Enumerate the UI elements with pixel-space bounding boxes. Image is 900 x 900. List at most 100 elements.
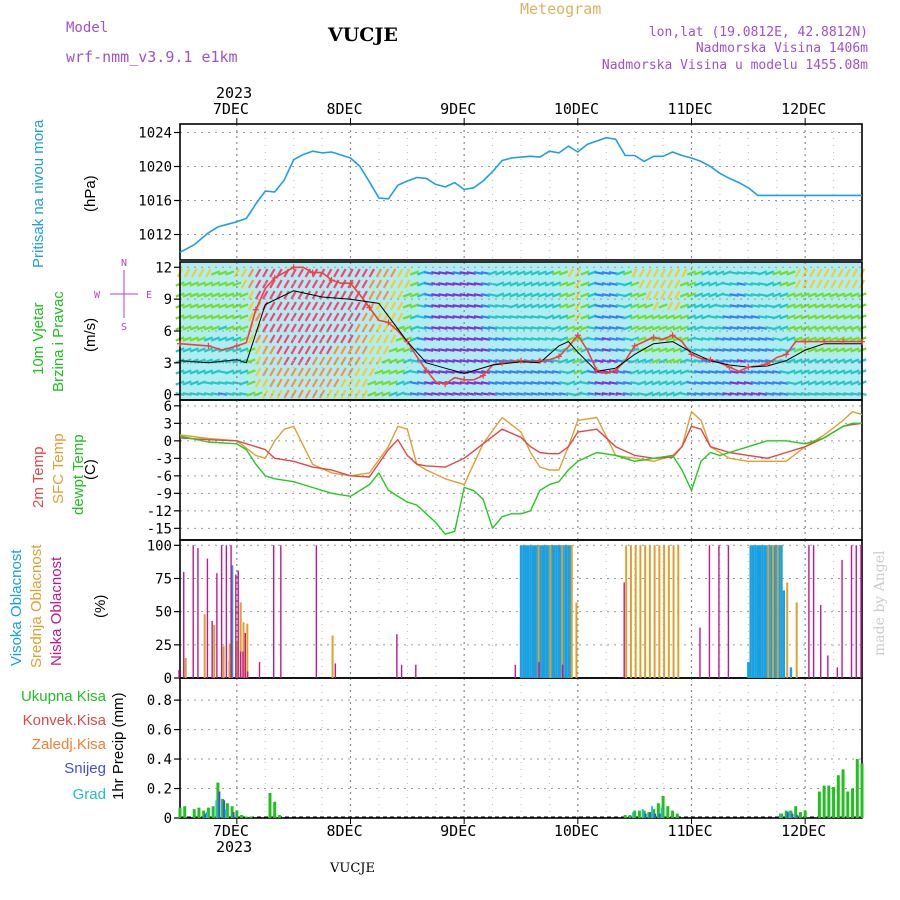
wind-barb: [793, 314, 803, 320]
wind-barb: [750, 293, 761, 297]
wind-barb: [416, 337, 427, 341]
wind-barb: [480, 304, 491, 308]
wind-barb: [203, 281, 214, 287]
wind-barb: [225, 281, 235, 287]
wind-barb: [402, 392, 412, 396]
precip-tick-label: 0.4: [147, 752, 172, 768]
wind-barb: [743, 381, 753, 385]
wind-barb: [182, 336, 192, 342]
wind-barb: [821, 292, 832, 298]
wind-barb: [701, 292, 711, 298]
wind-barb: [772, 325, 782, 331]
wind-barb: [566, 336, 576, 342]
wind-barb: [232, 347, 242, 353]
wind-barb: [247, 334, 255, 344]
wind-speed-marker: [518, 357, 524, 364]
wind-barb: [276, 378, 283, 388]
wind-barb: [395, 380, 405, 386]
wind-barb: [757, 337, 768, 341]
wind-barb: [850, 325, 860, 331]
wind-barb: [196, 347, 206, 353]
wind-barb: [821, 392, 832, 396]
wind-barb: [239, 347, 249, 353]
wind-barb: [473, 359, 483, 363]
wind-barb: [843, 380, 853, 386]
wind-barb: [210, 303, 221, 309]
wind-barb: [388, 380, 398, 386]
wind-barb: [189, 369, 199, 375]
wind-barb: [652, 279, 660, 289]
wind-barb: [203, 325, 214, 331]
wind-barb: [630, 392, 640, 396]
pressure-line: [179, 136, 862, 254]
wind-barb: [340, 345, 347, 355]
wind-speed-marker: [821, 338, 828, 345]
wind-barb: [297, 367, 304, 377]
wind-barb: [701, 303, 711, 309]
wind-barb: [821, 325, 832, 331]
temp-tick-label: 6: [164, 399, 172, 415]
wind-barb: [850, 358, 860, 364]
wind-barb: [487, 370, 498, 374]
wind-speed-marker: [480, 372, 487, 379]
wind-barb: [416, 392, 427, 396]
wind-barb: [672, 347, 682, 353]
wind-barb: [615, 370, 626, 374]
wind-barb: [786, 292, 796, 298]
wind-barb: [674, 268, 681, 278]
wind-barb: [438, 282, 448, 286]
wind-barb: [283, 279, 290, 289]
wind-barb: [757, 270, 768, 276]
wind-barb: [587, 337, 597, 341]
wind-barb: [424, 348, 434, 352]
wind-barb: [672, 369, 682, 375]
wind-barb: [283, 378, 290, 388]
wind-barb: [247, 301, 255, 311]
wind-barb: [283, 312, 290, 322]
wind-barb: [297, 345, 304, 355]
wind-barb: [325, 389, 333, 399]
wind-barb: [693, 370, 704, 374]
wind-barb: [509, 381, 519, 385]
wind-barb: [416, 326, 427, 330]
precip-legend-convective: Konvek.Kisa: [22, 712, 106, 729]
wind-barb: [361, 389, 368, 399]
wind-barb: [644, 347, 654, 353]
wind-barb: [374, 380, 384, 386]
wind-barb: [225, 392, 235, 396]
wind-barb: [559, 336, 569, 342]
wind-barb: [722, 359, 732, 363]
wind-barb: [608, 348, 618, 352]
wind-barb: [459, 359, 469, 363]
wind-barb: [523, 281, 533, 287]
wind-barb: [843, 303, 853, 309]
wind-barb: [325, 301, 333, 311]
wind-barb: [416, 370, 427, 374]
wind-barb: [182, 369, 192, 375]
wind-barb: [722, 348, 732, 352]
wind-barb: [389, 268, 397, 278]
wind-barb: [807, 325, 817, 331]
wind-barb: [368, 312, 376, 322]
wind-barb: [290, 312, 297, 322]
wind-barb: [424, 271, 434, 275]
chart-kind-title: Meteogram: [520, 0, 602, 18]
pressure-tick-label: 1020: [138, 160, 172, 176]
wind-barb: [765, 381, 775, 385]
top-day-label: 7DEC: [212, 100, 249, 118]
wind-barb: [495, 326, 505, 330]
wind-barb: [679, 325, 690, 331]
temp-tick-label: 3: [164, 416, 172, 432]
wind-barb: [452, 348, 462, 352]
wind-barb: [772, 381, 782, 385]
wind-barb: [608, 326, 618, 330]
wind-tick-label: 0: [164, 388, 172, 404]
wind-barb: [850, 292, 860, 298]
cloud-tick-label: 100: [147, 538, 172, 554]
precip-tick-label: 0.8: [147, 693, 172, 709]
wind-barb: [765, 281, 775, 287]
wind-barb: [807, 336, 817, 342]
wind-barb: [736, 326, 746, 330]
wind-barb: [736, 359, 746, 363]
